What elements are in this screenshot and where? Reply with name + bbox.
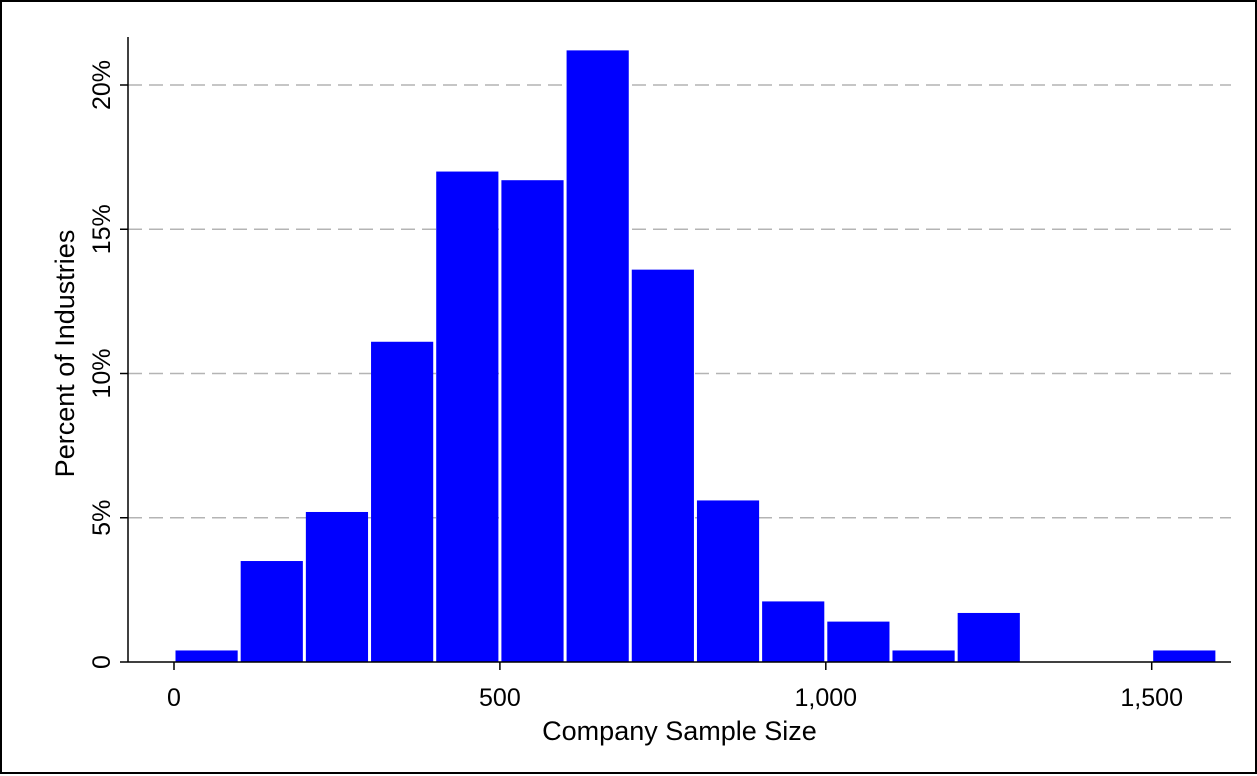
- bar-1000-1100: [827, 621, 890, 662]
- bar-0-100: [175, 650, 238, 662]
- bar-200-300: [305, 511, 369, 662]
- x-tick-label-500: 500: [479, 684, 521, 712]
- bar-700-800: [631, 269, 694, 662]
- bar-100-200: [240, 561, 303, 662]
- bar-1500-1600: [1153, 650, 1216, 662]
- x-tick-label-1500: 1,500: [1120, 684, 1183, 712]
- y-tick-label-15: 15%: [88, 204, 116, 254]
- tick-labels: 0 5% 10% 15% 20% 0 500 1,000 1,500: [88, 60, 1183, 712]
- x-axis-label: Company Sample Size: [542, 716, 817, 746]
- axes: [120, 37, 1231, 670]
- bar-800-900: [696, 500, 760, 662]
- bar-600-700: [566, 50, 629, 662]
- bar-1100-1200: [892, 650, 955, 662]
- y-tick-label-20: 20%: [88, 60, 116, 110]
- x-tick-label-1000: 1,000: [795, 684, 858, 712]
- y-tick-label-5: 5%: [88, 500, 116, 536]
- bars: [175, 50, 1216, 663]
- y-axis-label: Percent of Industries: [50, 230, 80, 478]
- bar-300-400: [371, 341, 434, 662]
- x-tick-label-0: 0: [167, 684, 181, 712]
- y-tick-label-0: 0: [88, 655, 116, 669]
- bar-900-1000: [762, 601, 825, 662]
- bar-400-500: [436, 171, 499, 663]
- bar-500-600: [501, 180, 564, 662]
- bar-1200-1300: [957, 612, 1020, 662]
- y-tick-label-10: 10%: [88, 348, 116, 398]
